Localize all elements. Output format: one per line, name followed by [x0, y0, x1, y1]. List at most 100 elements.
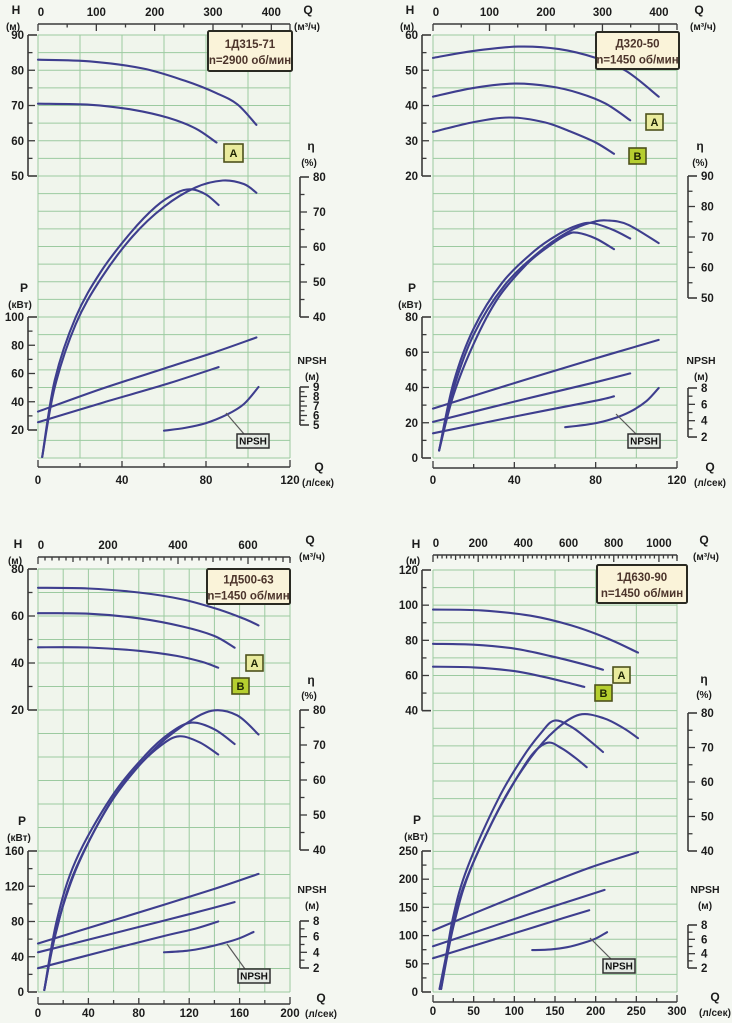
eta-axis-label: 60: [313, 242, 326, 254]
top-axis-label: 400: [168, 540, 187, 552]
axis-title: (%): [301, 691, 317, 702]
P-axis-label: 0: [18, 987, 24, 999]
bottom-axis-label: 160: [230, 1008, 249, 1020]
H-axis-label: 50: [11, 171, 24, 183]
pump-speed-subtitle: n=1450 об/мин: [207, 591, 289, 603]
curve-h-q-impeller-b: [36, 102, 218, 144]
curve-eta-q-a: [438, 221, 632, 452]
axis-title: (%): [692, 158, 708, 169]
npsh-axis-label: 4: [701, 949, 708, 961]
top-axis-label: 0: [433, 538, 439, 550]
top-axis-label: 0: [433, 7, 439, 19]
eta-axis-label: 80: [313, 705, 326, 717]
npsh-axis-label: 2: [313, 963, 319, 975]
npsh-label-text: NPSH: [240, 972, 268, 983]
npsh-axis-label: 4: [313, 947, 320, 959]
bottom-axis-label: 300: [667, 1006, 686, 1018]
npsh-axis-label: 2: [701, 432, 707, 444]
axis-title: NPSH: [297, 884, 326, 896]
top-axis-label: 400: [262, 7, 281, 19]
H-axis-label: 20: [11, 705, 24, 717]
curve-p-q-b: [431, 909, 591, 960]
chart-1d315-71: 0 100 200 300 400 0 40 80 120 90 80 70 60 50 100 80 60 40…: [0, 0, 366, 511]
npsh-leader-line: [226, 943, 246, 970]
axis-title: Q: [314, 460, 323, 474]
npsh-leader-line: [615, 413, 637, 435]
P-axis-label: 100: [399, 931, 418, 943]
curve-eta-q-b: [438, 741, 588, 991]
curve-p-q-a: [431, 888, 606, 948]
P-axis-label: 160: [5, 846, 24, 858]
bottom-axis-label: 120: [280, 475, 299, 487]
axis-title: (м³/ч): [294, 22, 320, 33]
curve-p-q-full: [431, 851, 640, 932]
curve-npsh-q: [162, 930, 255, 954]
eta-axis-label: 40: [313, 312, 326, 324]
eta-axis-label: 50: [701, 812, 714, 824]
npsh-axis-label: 5: [313, 420, 320, 432]
curve-eta-q-a: [41, 179, 258, 459]
H-axis-label: 40: [405, 706, 418, 718]
axis-title: (кВт): [7, 833, 31, 844]
H-axis-label: 40: [405, 101, 418, 113]
curve-h-q-b: [431, 116, 616, 155]
bottom-axis-label: 100: [505, 1006, 524, 1018]
axis-title: Q: [699, 533, 708, 547]
P-axis-label: 80: [405, 312, 418, 324]
eta-axis-label: 80: [701, 202, 714, 214]
curve-p-q-b: [36, 920, 220, 970]
pump-speed-subtitle: n=1450 об/мин: [596, 55, 678, 67]
H-axis-label: 80: [405, 635, 418, 647]
bottom-axis-label: 80: [132, 1008, 145, 1020]
eta-axis-label: 60: [313, 775, 326, 787]
bottom-axis-label: 120: [180, 1008, 199, 1020]
P-axis-label: 100: [5, 312, 24, 324]
npsh-axis-label: 6: [701, 934, 707, 946]
top-axis-label: 200: [145, 7, 164, 19]
npsh-axis-label: 8: [313, 916, 320, 928]
top-axis-label: 300: [593, 7, 612, 19]
pump-chart-1d315-71: 0 100 200 300 400 0 40 80 120 90 80 70 60 50 100 80 60 40…: [5, 3, 334, 489]
impeller-label-a-box: [612, 666, 631, 684]
axis-title: P: [20, 281, 28, 295]
pump-model-title: 1Д630-90: [617, 572, 667, 584]
bottom-axis-label: 0: [430, 1006, 436, 1018]
top-axis-label: 400: [514, 538, 533, 550]
top-axis-label: 200: [536, 7, 555, 19]
curve-h-q-a: [36, 612, 236, 649]
eta-axis-label: 50: [701, 293, 714, 305]
eta-axis-label: 80: [313, 172, 326, 184]
curve-eta-q-b: [41, 188, 220, 459]
axis-title: NPSH: [686, 355, 715, 367]
top-axis-label: 600: [238, 540, 257, 552]
H-axis-label: 60: [11, 611, 24, 623]
axis-title: (м): [305, 372, 319, 383]
axis-title: H: [14, 537, 23, 551]
curve-npsh-q: [564, 386, 660, 429]
impeller-label-b-box: [594, 684, 613, 702]
bottom-axis-label: 40: [116, 475, 129, 487]
npsh-label-text: NPSH: [630, 437, 658, 448]
eta-axis-label: 50: [313, 810, 326, 822]
axis-title: NPSH: [690, 884, 719, 896]
curve-eta-q-a: [43, 721, 236, 992]
P-axis-label: 40: [11, 397, 24, 409]
P-axis-label: 200: [399, 874, 418, 886]
axis-title: (м): [6, 22, 20, 33]
curve-h-q-a: [431, 82, 632, 122]
curve-eta-q-a: [440, 719, 605, 991]
axis-title: (м³/ч): [690, 22, 716, 33]
pump-model-title: 1Д500-63: [223, 575, 273, 587]
curve-p-q-a: [36, 336, 258, 413]
curve-h-q-full: [431, 608, 640, 654]
eta-axis-label: 70: [701, 743, 714, 755]
eta-axis-label: 40: [701, 846, 714, 858]
curve-p-q-a: [36, 901, 236, 954]
axis-title: Q: [705, 460, 714, 474]
H-axis-label: 40: [11, 658, 24, 670]
H-axis-label: 60: [405, 670, 418, 682]
eta-axis-label: 40: [313, 845, 326, 857]
eta-axis-label: 80: [701, 708, 714, 720]
